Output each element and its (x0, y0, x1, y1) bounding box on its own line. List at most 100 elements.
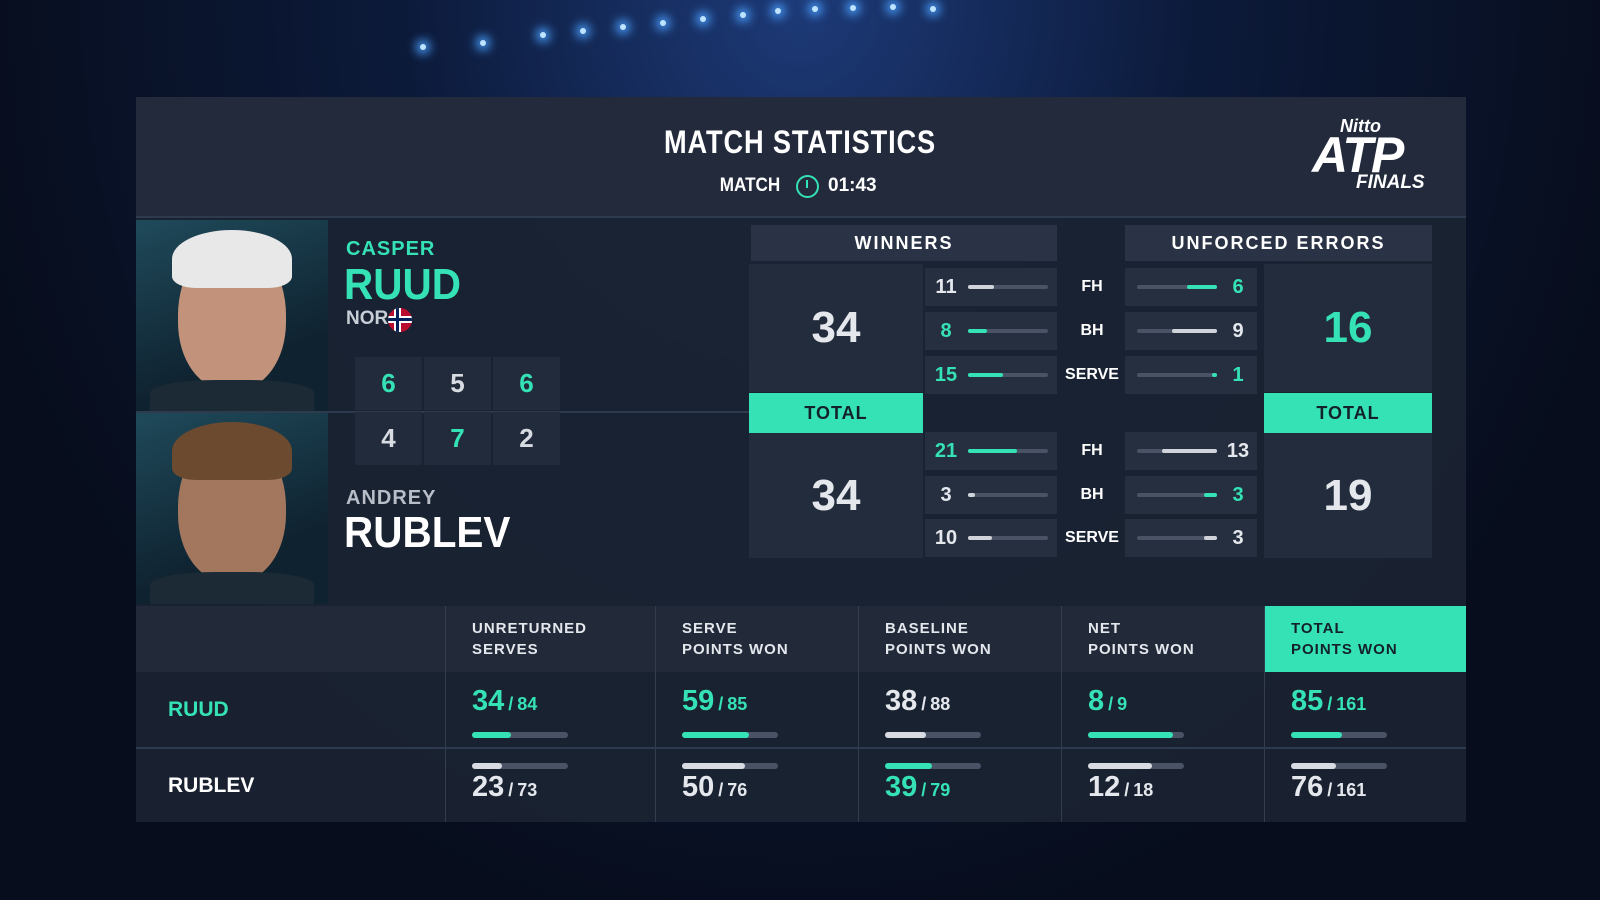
stat-bar-track (1137, 536, 1217, 540)
stat-bar-track (472, 763, 568, 769)
stat-total: 161 (1336, 694, 1367, 714)
stat-separator: / (718, 780, 724, 800)
stat-bar (1162, 449, 1217, 453)
stat-won: 23 (472, 771, 505, 803)
stat-fraction: 50/76 (682, 771, 852, 807)
stat-bar (472, 732, 511, 738)
stat-bar (1204, 493, 1217, 497)
shot-label: BH (1080, 322, 1104, 339)
stat-won: 38 (885, 685, 918, 717)
total-label: TOTAL (749, 393, 923, 433)
stat-bar (968, 449, 1018, 453)
stat-total: 76 (727, 780, 748, 800)
stat-bar (682, 732, 749, 738)
column-header: BASELINE POINTS WON (885, 620, 992, 658)
stat-bar-track (1291, 763, 1387, 769)
country-flag (388, 308, 412, 332)
stat-fraction: 23/73 (472, 771, 642, 807)
summary-highlight (1264, 606, 1466, 672)
clock-icon (796, 175, 819, 198)
shot-label: SERVE (1065, 366, 1119, 383)
arena-light (620, 24, 626, 30)
stat-value: 11 (935, 275, 957, 298)
logo-name: ATP (1312, 127, 1404, 183)
stat-total: 88 (930, 694, 951, 714)
last-name: RUBLEV (344, 508, 511, 557)
arena-light (740, 12, 746, 18)
stat-bar (1291, 763, 1337, 769)
stat-bar (682, 763, 746, 769)
set-score: 4 (355, 412, 422, 465)
stat-bar-track (1137, 285, 1217, 289)
stat-bar (472, 763, 503, 769)
stat-value: 8 (940, 319, 952, 342)
stat-bar-track (968, 536, 1048, 540)
row-separator (136, 747, 1466, 749)
arena-light (890, 4, 896, 10)
total-value: 34 (749, 264, 923, 392)
stat-won: 34 (472, 685, 505, 717)
column-separator (655, 606, 656, 822)
stat-separator: / (508, 694, 514, 714)
stat-fraction: 85/161 (1291, 685, 1461, 721)
stat-bar-track (885, 763, 981, 769)
total-value: 19 (1264, 433, 1432, 558)
stat-separator: / (1327, 694, 1333, 714)
arena-light (850, 5, 856, 11)
stat-bar-track (472, 732, 568, 738)
stat-bar-track (968, 285, 1048, 289)
first-name: ANDREY (346, 487, 437, 509)
stat-bar (885, 732, 927, 738)
stat-total: 73 (517, 780, 538, 800)
stat-won: 85 (1291, 685, 1324, 717)
player-shoulders (150, 380, 314, 412)
stat-bar (968, 285, 994, 289)
set-score: 6 (493, 357, 560, 410)
arena-light (420, 44, 426, 50)
stat-bar (1291, 732, 1342, 738)
shot-label: FH (1081, 442, 1103, 459)
column-header: SERVE POINTS WON (682, 620, 789, 658)
stat-separator: / (921, 694, 927, 714)
arena-light (480, 40, 486, 46)
stat-value: 15 (934, 363, 958, 386)
stat-total: 9 (1117, 694, 1128, 714)
last-name: RUUD (344, 260, 461, 309)
arena-light (812, 6, 818, 12)
stat-total: 18 (1133, 780, 1154, 800)
stat-value: 21 (934, 439, 958, 462)
stat-fraction: 12/18 (1088, 771, 1258, 807)
stat-value: 3 (1232, 526, 1244, 549)
stat-total: 84 (517, 694, 538, 714)
arena-light (775, 8, 781, 14)
stat-separator: / (718, 694, 724, 714)
country: NOR (346, 308, 389, 329)
total-value: 16 (1264, 264, 1432, 392)
stat-fraction: 38/88 (885, 685, 1055, 721)
row-name: RUUD (168, 697, 229, 721)
stat-bar (968, 373, 1004, 377)
stat-value: 6 (1232, 275, 1244, 298)
column-separator (858, 606, 859, 822)
section-header: WINNERS (751, 225, 1057, 261)
row-name: RUBLEV (168, 773, 255, 797)
shot-label: SERVE (1065, 529, 1119, 546)
clock-hand (806, 180, 808, 188)
title: MATCH STATISTICS (664, 123, 936, 160)
arena-light (930, 6, 936, 12)
stat-bar (1212, 373, 1217, 377)
match-label: MATCH (719, 175, 781, 196)
stat-won: 59 (682, 685, 715, 717)
flag-cross-h2 (388, 318, 412, 321)
set-score: 5 (424, 357, 491, 410)
stat-won: 8 (1088, 685, 1105, 717)
stat-separator: / (508, 780, 514, 800)
stat-fraction: 8/9 (1088, 685, 1258, 721)
stat-bar-track (968, 493, 1048, 497)
stat-bar (885, 763, 933, 769)
stat-bar (1204, 536, 1217, 540)
stat-value: 10 (934, 526, 958, 549)
set-score: 6 (355, 357, 422, 410)
column-header: TOTAL POINTS WON (1291, 620, 1398, 658)
total-label: TOTAL (1264, 393, 1432, 433)
